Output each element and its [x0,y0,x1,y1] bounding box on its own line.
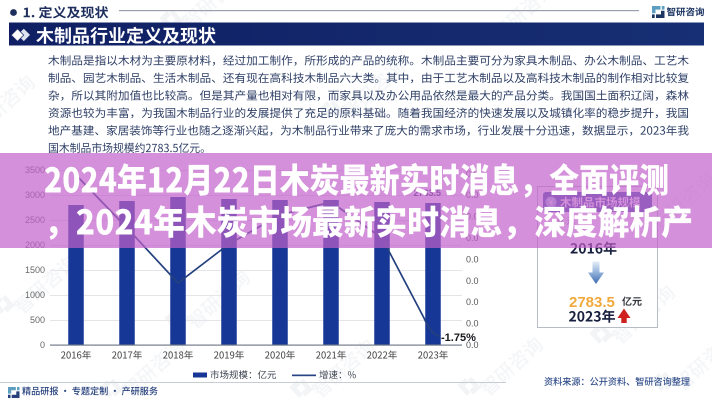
svg-text:0.0: 0.0 [466,254,479,264]
svg-text:0.0: 0.0 [466,340,479,350]
svg-text:2783.5: 2783.5 [569,294,615,311]
svg-text:1500: 1500 [25,265,45,275]
svg-text:-1.75%: -1.75% [441,332,476,344]
svg-text:0.0: 0.0 [466,276,479,286]
svg-text:0.0: 0.0 [466,319,479,329]
svg-text:500: 500 [30,315,45,325]
svg-text:1000: 1000 [25,290,45,300]
svg-text:0.0: 0.0 [466,297,479,307]
svg-text:0: 0 [40,340,45,350]
